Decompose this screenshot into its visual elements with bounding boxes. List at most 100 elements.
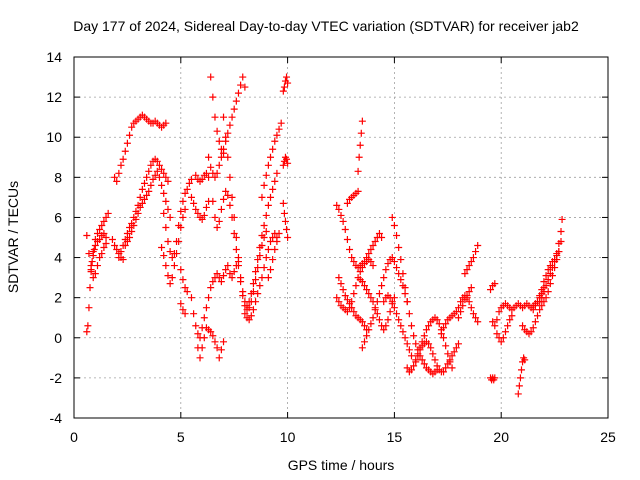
series-arc-l xyxy=(187,193,213,223)
data-point-marker xyxy=(403,364,411,372)
data-point-marker xyxy=(382,322,390,330)
data-point-marker xyxy=(183,288,191,296)
data-point-marker xyxy=(375,316,383,324)
series-arc-c xyxy=(87,209,112,270)
data-point-marker xyxy=(166,280,174,288)
data-point-marker xyxy=(121,147,129,155)
data-point-marker xyxy=(465,262,473,270)
data-point-marker xyxy=(410,362,418,370)
data-point-marker xyxy=(158,181,166,189)
data-point-marker xyxy=(433,316,441,324)
data-point-marker xyxy=(536,306,544,314)
data-point-marker xyxy=(215,137,223,145)
data-point-marker xyxy=(412,358,420,366)
data-point-marker xyxy=(335,298,343,306)
data-point-marker xyxy=(213,127,221,135)
data-point-marker xyxy=(252,276,260,284)
data-point-marker xyxy=(158,165,166,173)
data-point-marker xyxy=(371,238,379,246)
data-point-marker xyxy=(380,326,388,334)
data-point-marker xyxy=(230,213,238,221)
data-point-marker xyxy=(175,238,183,246)
data-point-marker xyxy=(442,342,450,350)
data-point-marker xyxy=(341,292,349,300)
series-arc-k xyxy=(177,300,189,318)
data-point-marker xyxy=(375,229,383,237)
data-point-marker xyxy=(140,179,148,187)
data-point-marker xyxy=(143,191,151,199)
x-axis-label: GPS time / hours xyxy=(288,457,395,473)
data-point-marker xyxy=(260,264,268,272)
data-point-marker xyxy=(369,314,377,322)
series-arc-q xyxy=(207,73,228,157)
data-point-marker xyxy=(89,274,97,282)
data-point-marker xyxy=(465,298,473,306)
data-point-marker xyxy=(215,274,223,282)
data-point-marker xyxy=(211,338,219,346)
data-point-marker xyxy=(444,360,452,368)
data-point-marker xyxy=(553,252,561,260)
data-point-marker xyxy=(273,169,281,177)
data-point-marker xyxy=(281,217,289,225)
data-point-marker xyxy=(145,187,153,195)
data-point-marker xyxy=(269,145,277,153)
data-point-marker xyxy=(202,169,210,177)
data-point-marker xyxy=(399,270,407,278)
data-point-marker xyxy=(546,280,554,288)
data-point-marker xyxy=(275,229,283,237)
data-point-marker xyxy=(113,246,121,254)
data-point-marker xyxy=(544,266,552,274)
data-point-marker xyxy=(160,209,168,217)
x-tick-label: 10 xyxy=(280,429,296,445)
data-point-marker xyxy=(209,278,217,286)
data-point-marker xyxy=(367,258,375,266)
data-point-marker xyxy=(360,322,368,330)
data-point-marker xyxy=(354,167,362,175)
series-arc-s xyxy=(220,113,281,310)
data-point-marker xyxy=(224,129,232,137)
data-point-marker xyxy=(450,348,458,356)
data-point-marker xyxy=(558,215,566,223)
data-point-marker xyxy=(454,314,462,322)
data-point-marker xyxy=(384,260,392,268)
data-point-marker xyxy=(155,161,163,169)
data-point-marker xyxy=(283,155,291,163)
data-point-marker xyxy=(239,288,247,296)
data-point-marker xyxy=(465,288,473,296)
series-arc-n xyxy=(187,258,242,342)
data-point-marker xyxy=(98,250,106,258)
series-arc-d xyxy=(111,111,170,185)
data-point-marker xyxy=(98,221,106,229)
data-point-marker xyxy=(373,298,381,306)
data-point-marker xyxy=(365,290,373,298)
data-point-marker xyxy=(508,312,516,320)
data-point-marker xyxy=(531,318,539,326)
data-point-marker xyxy=(440,324,448,332)
data-point-marker xyxy=(200,211,208,219)
data-point-marker xyxy=(207,328,215,336)
data-point-marker xyxy=(403,298,411,306)
data-point-marker xyxy=(200,334,208,342)
x-tick-labels: 0 5 10 15 20 25 xyxy=(70,429,616,445)
data-point-marker xyxy=(252,268,260,276)
data-point-marker xyxy=(454,304,462,312)
data-point-marker xyxy=(256,282,264,290)
data-point-marker xyxy=(179,306,187,314)
data-point-marker xyxy=(226,173,234,181)
y-tick-label: 6 xyxy=(54,209,62,225)
data-point-marker xyxy=(350,290,358,298)
data-point-marker xyxy=(343,236,351,244)
data-point-marker xyxy=(367,294,375,302)
data-point-marker xyxy=(126,223,134,231)
data-point-marker xyxy=(386,294,394,302)
data-point-marker xyxy=(350,308,358,316)
data-point-marker xyxy=(220,113,228,121)
y-tick-label: 4 xyxy=(54,250,62,266)
data-point-marker xyxy=(134,209,142,217)
data-point-marker xyxy=(369,242,377,250)
data-point-marker xyxy=(222,266,230,274)
data-point-marker xyxy=(506,316,514,324)
data-point-marker xyxy=(138,199,146,207)
data-point-marker xyxy=(469,310,477,318)
data-point-marker xyxy=(224,153,232,161)
